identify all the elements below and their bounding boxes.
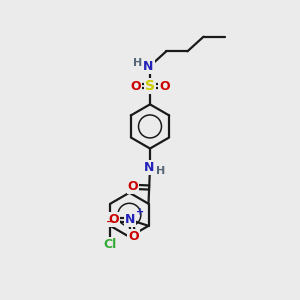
Text: O: O [128,230,139,243]
Text: N: N [143,60,154,73]
Text: Cl: Cl [103,238,117,250]
Text: O: O [128,180,138,193]
Text: H: H [133,58,142,68]
Text: O: O [159,80,170,93]
Text: N: N [144,161,154,174]
Text: H: H [156,166,165,176]
Text: S: S [145,79,155,93]
Text: +: + [136,207,144,217]
Text: −: − [106,217,115,227]
Text: O: O [109,213,119,226]
Text: N: N [125,213,135,226]
Text: O: O [130,80,141,93]
